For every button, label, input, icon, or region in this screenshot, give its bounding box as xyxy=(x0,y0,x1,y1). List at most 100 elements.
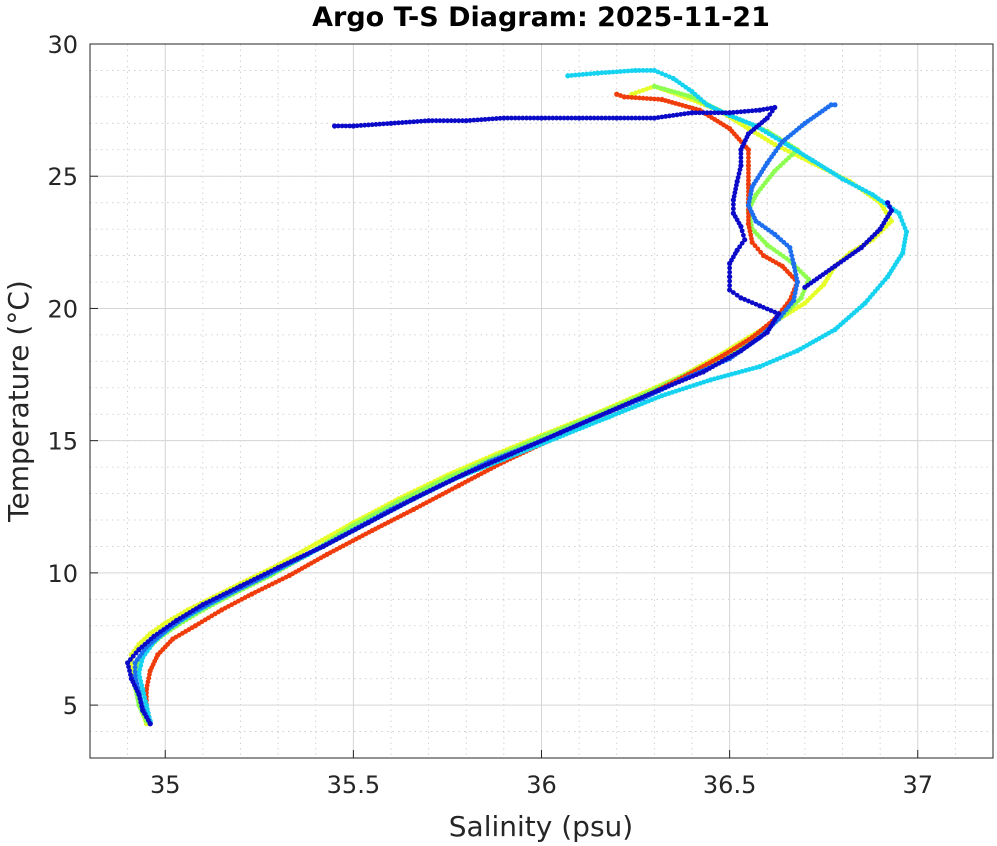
profile-sample xyxy=(606,69,612,75)
profile-sample xyxy=(899,218,905,224)
profile-sample xyxy=(761,107,766,112)
profile-sample xyxy=(746,159,751,165)
data-point xyxy=(749,239,755,245)
profile-sample xyxy=(636,68,642,73)
profile-sample xyxy=(715,110,721,116)
profile-sample xyxy=(747,195,753,201)
profile-sample xyxy=(746,217,751,223)
profile-sample xyxy=(887,204,892,210)
data-point xyxy=(331,123,338,129)
profile-sample xyxy=(789,253,795,258)
profile-sample xyxy=(753,301,759,307)
major-grid xyxy=(90,44,993,758)
chart-title: Argo T-S Diagram: 2025-11-21 xyxy=(312,2,770,33)
profile-sample xyxy=(730,202,736,207)
profile-sample xyxy=(629,68,635,74)
profile-sample xyxy=(576,72,582,78)
data-point xyxy=(659,96,665,103)
profile-sample xyxy=(739,240,745,246)
data-point xyxy=(463,118,469,124)
data-point xyxy=(745,163,752,169)
profile-sample xyxy=(509,115,514,121)
profile-sample xyxy=(730,206,736,212)
profile-sample xyxy=(335,123,341,129)
data-point xyxy=(632,67,639,74)
profile-sample xyxy=(354,123,360,129)
profile-sample xyxy=(764,306,770,312)
data-point xyxy=(727,110,733,116)
data-point xyxy=(143,702,150,708)
profile-sample xyxy=(580,72,586,77)
profile-sample xyxy=(569,115,574,121)
profile-sample xyxy=(734,292,740,298)
profile-sample xyxy=(138,700,144,705)
profile-sample xyxy=(739,228,745,234)
profile-sample xyxy=(727,265,733,271)
profile-sample xyxy=(610,69,616,75)
profile-sample xyxy=(902,225,908,231)
profile-sample xyxy=(746,178,751,183)
data-point xyxy=(790,260,797,267)
profile-sample xyxy=(772,309,778,315)
y-tick-label: 20 xyxy=(47,295,78,323)
data-point xyxy=(125,660,131,666)
x-tick-label: 35 xyxy=(150,771,181,799)
profile-sample xyxy=(572,115,578,121)
profile-sample xyxy=(732,190,738,196)
profile-sample xyxy=(572,72,578,78)
profile-sample xyxy=(742,109,748,114)
y-axis-ticks: 5 10 15 20 25 30 xyxy=(47,31,98,720)
profile-sample xyxy=(343,123,349,129)
profile-sample xyxy=(640,87,646,93)
profile-sample xyxy=(618,115,623,121)
profile-sample xyxy=(648,96,654,102)
data-point xyxy=(651,67,657,74)
profile-sample xyxy=(738,109,744,115)
profile-sample xyxy=(475,117,480,123)
profile-sample xyxy=(792,268,798,274)
profile-sample xyxy=(580,115,586,121)
profile-sample xyxy=(640,95,646,101)
profile-sample xyxy=(139,659,145,664)
profile-sample xyxy=(746,298,751,304)
profile-sample xyxy=(727,278,733,284)
data-point xyxy=(790,297,797,304)
y-tick-label: 25 xyxy=(47,163,78,191)
profile-sample xyxy=(133,650,139,656)
profile-sample xyxy=(625,94,631,100)
y-tick-label: 10 xyxy=(47,560,78,588)
profile-sample xyxy=(137,667,143,672)
profile-sample xyxy=(497,115,503,121)
data-point xyxy=(742,237,748,243)
x-tick-label: 36.5 xyxy=(703,771,756,799)
data-point xyxy=(140,686,146,692)
profile-sample xyxy=(644,96,650,101)
profile-sample xyxy=(561,115,567,121)
profile-sample xyxy=(700,110,706,116)
y-axis-label: Temperature (°C) xyxy=(2,280,35,523)
profile-sample xyxy=(584,71,590,77)
profile-sample xyxy=(399,120,405,125)
profile-sample xyxy=(467,118,473,123)
data-point xyxy=(798,295,804,301)
profile-sample xyxy=(132,669,138,675)
profile-sample xyxy=(748,232,754,238)
profile-sample xyxy=(678,111,684,117)
profile-sample xyxy=(429,118,435,124)
profile-sample xyxy=(414,119,420,124)
profile-sample xyxy=(339,123,345,129)
profile-sample xyxy=(606,115,612,121)
profile-sample xyxy=(403,119,409,125)
data-point xyxy=(730,197,736,203)
profile-sample xyxy=(366,122,371,128)
data-point xyxy=(734,247,740,253)
profile-sample xyxy=(137,674,143,680)
profile-sample xyxy=(384,121,390,126)
data-point xyxy=(614,115,620,121)
profile-sample xyxy=(531,115,537,121)
profile-sample xyxy=(139,682,145,688)
profile-sample xyxy=(138,663,144,668)
profile-sample xyxy=(418,118,424,124)
profile-sample xyxy=(493,116,499,121)
profile-sample xyxy=(752,243,758,249)
